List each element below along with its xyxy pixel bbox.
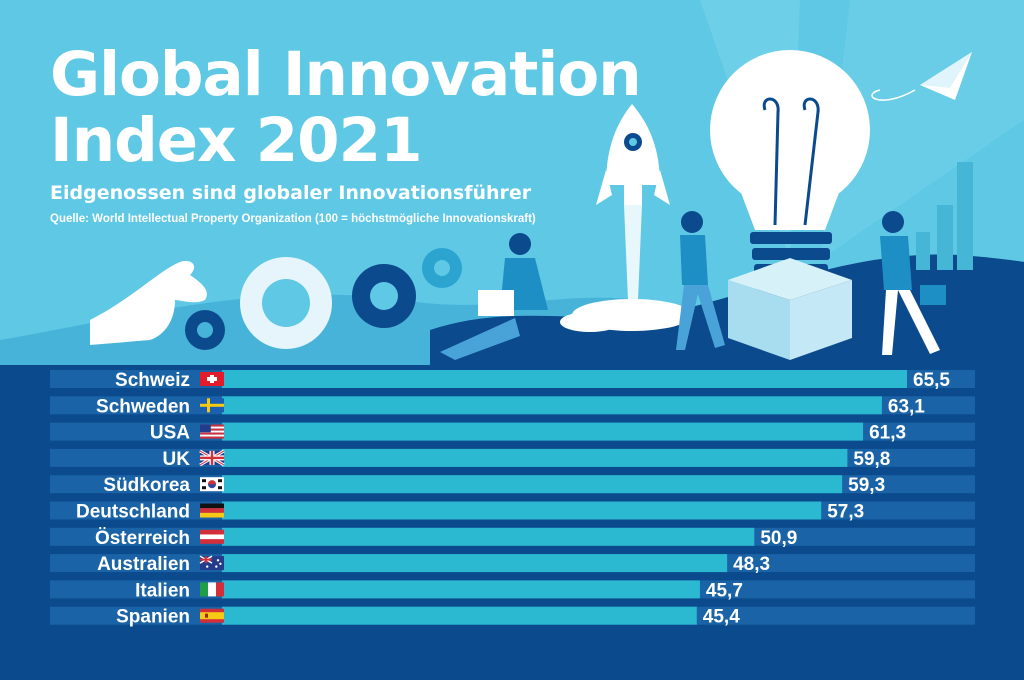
value-label: 59,3 bbox=[848, 475, 885, 496]
bar bbox=[222, 475, 843, 494]
value-label: 61,3 bbox=[869, 423, 906, 444]
rocket-icon bbox=[560, 104, 692, 332]
person-with-laptop-icon bbox=[440, 233, 548, 360]
value-label: 57,3 bbox=[827, 502, 864, 523]
category-label: Schweiz bbox=[115, 370, 190, 391]
growth-bars-icon bbox=[916, 162, 973, 270]
bar bbox=[222, 370, 907, 388]
page-title: Global Innovation Index 2021 bbox=[50, 39, 642, 176]
value-label: 65,5 bbox=[913, 370, 950, 391]
category-label: USA bbox=[150, 423, 190, 444]
flag-es-icon bbox=[200, 608, 224, 623]
flag-se-icon bbox=[200, 398, 224, 413]
category-label: Südkorea bbox=[103, 475, 190, 496]
person-walking-icon bbox=[676, 211, 725, 350]
category-label: Spanien bbox=[116, 607, 190, 628]
flag-au-icon bbox=[199, 555, 224, 571]
value-label: 48,3 bbox=[733, 554, 770, 575]
bar bbox=[222, 580, 700, 599]
flag-ch-icon bbox=[200, 372, 224, 386]
lightbulb-icon bbox=[710, 50, 870, 360]
flag-it-icon bbox=[200, 582, 224, 597]
bar bbox=[222, 396, 882, 415]
category-label: Italien bbox=[135, 580, 190, 601]
value-label: 50,9 bbox=[760, 528, 797, 549]
category-label: UK bbox=[163, 449, 191, 470]
bar bbox=[222, 606, 697, 625]
category-label: Schweden bbox=[96, 396, 190, 417]
gear-icon bbox=[185, 248, 462, 350]
category-label: Deutschland bbox=[76, 502, 190, 523]
page-subtitle: Eidgenossen sind globaler Innovationsfüh… bbox=[50, 182, 532, 204]
value-label: 63,1 bbox=[888, 396, 925, 417]
value-label: 45,4 bbox=[703, 607, 740, 628]
flag-at-icon bbox=[200, 529, 224, 544]
hand-icon bbox=[90, 260, 207, 345]
flag-kr-icon bbox=[200, 477, 224, 492]
bar bbox=[222, 422, 864, 441]
flag-us-icon bbox=[200, 424, 224, 439]
bar bbox=[222, 501, 822, 520]
source-note: Quelle: World Intellectual Property Orga… bbox=[50, 213, 536, 225]
flag-gb-icon bbox=[199, 449, 225, 467]
bar bbox=[222, 448, 848, 467]
businessman-icon bbox=[880, 211, 946, 355]
category-label: Australien bbox=[97, 554, 190, 575]
bar bbox=[222, 527, 755, 546]
value-label: 59,8 bbox=[853, 449, 890, 470]
value-label: 45,7 bbox=[706, 580, 743, 601]
bar bbox=[222, 554, 728, 573]
paper-plane-icon bbox=[871, 52, 972, 101]
category-label: Österreich bbox=[95, 528, 190, 549]
flag-de-icon bbox=[200, 503, 224, 518]
